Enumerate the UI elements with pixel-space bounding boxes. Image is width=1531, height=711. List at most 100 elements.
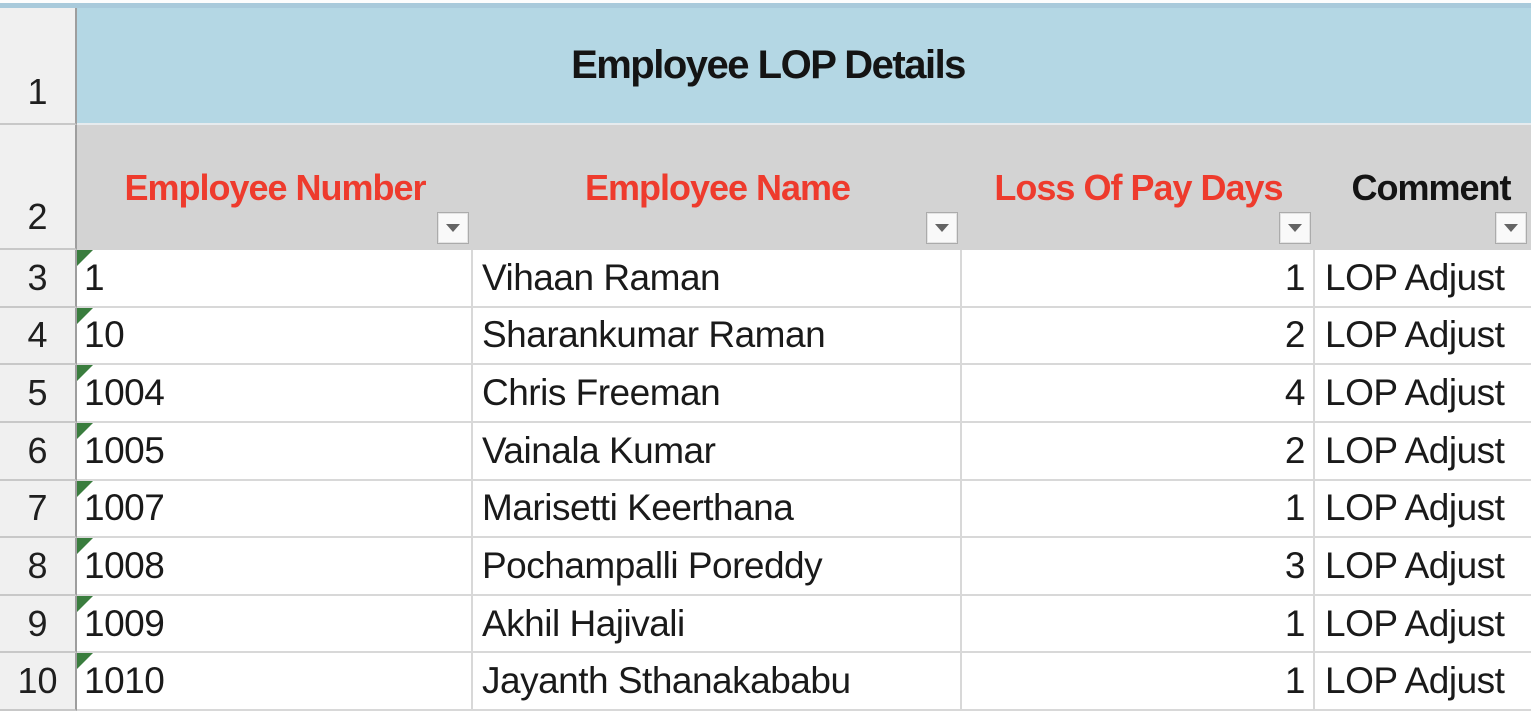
cell-lop-days[interactable]: 1: [962, 653, 1315, 711]
error-indicator-triangle-icon: [77, 422, 93, 439]
cell-lop-days[interactable]: 4: [962, 365, 1315, 423]
cell-employee-name[interactable]: Vainala Kumar: [473, 422, 962, 481]
cell-employee-name[interactable]: Sharankumar Raman: [473, 307, 962, 366]
top-edge-strip: [0, 0, 1531, 3]
cell-employee-number[interactable]: 1: [77, 250, 473, 308]
employee-number-value: 1009: [84, 602, 165, 644]
error-indicator-triangle-icon: [77, 538, 93, 555]
column-header-employee-number[interactable]: Employee Number: [77, 125, 473, 250]
comment-value: LOP Adjust: [1325, 660, 1505, 702]
cell-comment[interactable]: LOP Adjust: [1315, 250, 1531, 308]
employee-number-value: 1005: [84, 429, 165, 471]
cell-employee-number[interactable]: 1007: [77, 480, 473, 539]
employee-number-value: 1004: [84, 372, 165, 414]
cell-lop-days[interactable]: 2: [962, 422, 1315, 481]
employee-name-value: Chris Freeman: [482, 372, 721, 414]
cell-employee-number[interactable]: 1009: [77, 595, 473, 654]
column-header-label: Comment: [1351, 166, 1511, 208]
chevron-down-icon: [446, 224, 460, 232]
cell-employee-number[interactable]: 1005: [77, 422, 473, 481]
filter-dropdown-button[interactable]: [1495, 212, 1527, 244]
lop-days-value: 2: [1284, 429, 1306, 471]
cell-employee-name[interactable]: Jayanth Sthanakababu: [473, 653, 962, 711]
row-header[interactable]: 6: [0, 422, 77, 481]
error-indicator-triangle-icon: [77, 365, 93, 382]
cell-employee-number[interactable]: 1004: [77, 365, 473, 423]
row-header[interactable]: 3: [0, 250, 77, 308]
filter-dropdown-button[interactable]: [437, 212, 469, 244]
column-header-loss-of-pay-days[interactable]: Loss Of Pay Days: [962, 125, 1315, 250]
error-indicator-triangle-icon: [77, 595, 93, 612]
employee-number-value: 1008: [84, 544, 165, 586]
cell-lop-days[interactable]: 3: [962, 538, 1315, 596]
chevron-down-icon: [1504, 224, 1518, 232]
cell-comment[interactable]: LOP Adjust: [1315, 480, 1531, 539]
filter-dropdown-button[interactable]: [926, 212, 958, 244]
cell-lop-days[interactable]: 1: [962, 250, 1315, 308]
comment-value: LOP Adjust: [1325, 372, 1505, 414]
lop-days-value: 3: [1284, 544, 1306, 586]
comment-value: LOP Adjust: [1325, 256, 1505, 298]
cell-lop-days[interactable]: 2: [962, 307, 1315, 366]
cell-employee-name[interactable]: Vihaan Raman: [473, 250, 962, 308]
top-border-strip: [0, 3, 1531, 8]
cell-comment[interactable]: LOP Adjust: [1315, 422, 1531, 481]
comment-value: LOP Adjust: [1325, 602, 1505, 644]
employee-number-value: 1007: [84, 487, 165, 529]
lop-days-value: 1: [1284, 660, 1306, 702]
employee-name-value: Vainala Kumar: [482, 429, 716, 471]
employee-number-value: 1010: [84, 660, 165, 702]
cell-comment[interactable]: LOP Adjust: [1315, 538, 1531, 596]
lop-days-value: 4: [1284, 372, 1306, 414]
lop-days-value: 1: [1284, 256, 1306, 298]
cell-comment[interactable]: LOP Adjust: [1315, 653, 1531, 711]
title-cell[interactable]: Employee LOP Details: [77, 8, 1531, 125]
error-indicator-triangle-icon: [77, 653, 93, 670]
cell-employee-name[interactable]: Pochampalli Poreddy: [473, 538, 962, 596]
column-header-employee-name[interactable]: Employee Name: [473, 125, 962, 250]
column-header-label: Loss Of Pay Days: [994, 166, 1283, 208]
column-header-label: Employee Number: [124, 166, 426, 208]
cell-comment[interactable]: LOP Adjust: [1315, 307, 1531, 366]
sheet-title: Employee LOP Details: [571, 43, 966, 87]
lop-days-value: 1: [1284, 602, 1306, 644]
row-header-2[interactable]: 2: [0, 125, 77, 250]
chevron-down-icon: [1288, 224, 1302, 232]
error-indicator-triangle-icon: [77, 480, 93, 497]
cell-employee-name[interactable]: Marisetti Keerthana: [473, 480, 962, 539]
lop-days-value: 1: [1284, 487, 1306, 529]
employee-name-value: Sharankumar Raman: [482, 314, 826, 356]
cell-employee-number[interactable]: 10: [77, 307, 473, 366]
employee-name-value: Vihaan Raman: [482, 256, 721, 298]
comment-value: LOP Adjust: [1325, 487, 1505, 529]
employee-name-value: Jayanth Sthanakababu: [482, 660, 851, 702]
row-header[interactable]: 5: [0, 365, 77, 423]
employee-name-value: Pochampalli Poreddy: [482, 544, 823, 586]
row-header[interactable]: 10: [0, 653, 77, 711]
row-header-1[interactable]: 1: [0, 8, 77, 125]
row-header[interactable]: 8: [0, 538, 77, 596]
error-indicator-triangle-icon: [77, 307, 93, 324]
cell-comment[interactable]: LOP Adjust: [1315, 595, 1531, 654]
cell-employee-number[interactable]: 1008: [77, 538, 473, 596]
comment-value: LOP Adjust: [1325, 429, 1505, 471]
column-header-label: Employee Name: [584, 166, 851, 208]
column-header-comment[interactable]: Comment: [1315, 125, 1531, 250]
cell-lop-days[interactable]: 1: [962, 595, 1315, 654]
row-header[interactable]: 9: [0, 595, 77, 654]
cell-lop-days[interactable]: 1: [962, 480, 1315, 539]
chevron-down-icon: [935, 224, 949, 232]
cell-employee-name[interactable]: Chris Freeman: [473, 365, 962, 423]
comment-value: LOP Adjust: [1325, 314, 1505, 356]
employee-number-value: 1: [84, 256, 105, 298]
cell-comment[interactable]: LOP Adjust: [1315, 365, 1531, 423]
row-header[interactable]: 7: [0, 480, 77, 539]
lop-days-value: 2: [1284, 314, 1306, 356]
comment-value: LOP Adjust: [1325, 544, 1505, 586]
filter-dropdown-button[interactable]: [1279, 212, 1311, 244]
row-header[interactable]: 4: [0, 307, 77, 366]
employee-name-value: Akhil Hajivali: [482, 602, 685, 644]
cell-employee-number[interactable]: 1010: [77, 653, 473, 711]
cell-employee-name[interactable]: Akhil Hajivali: [473, 595, 962, 654]
employee-name-value: Marisetti Keerthana: [482, 487, 794, 529]
